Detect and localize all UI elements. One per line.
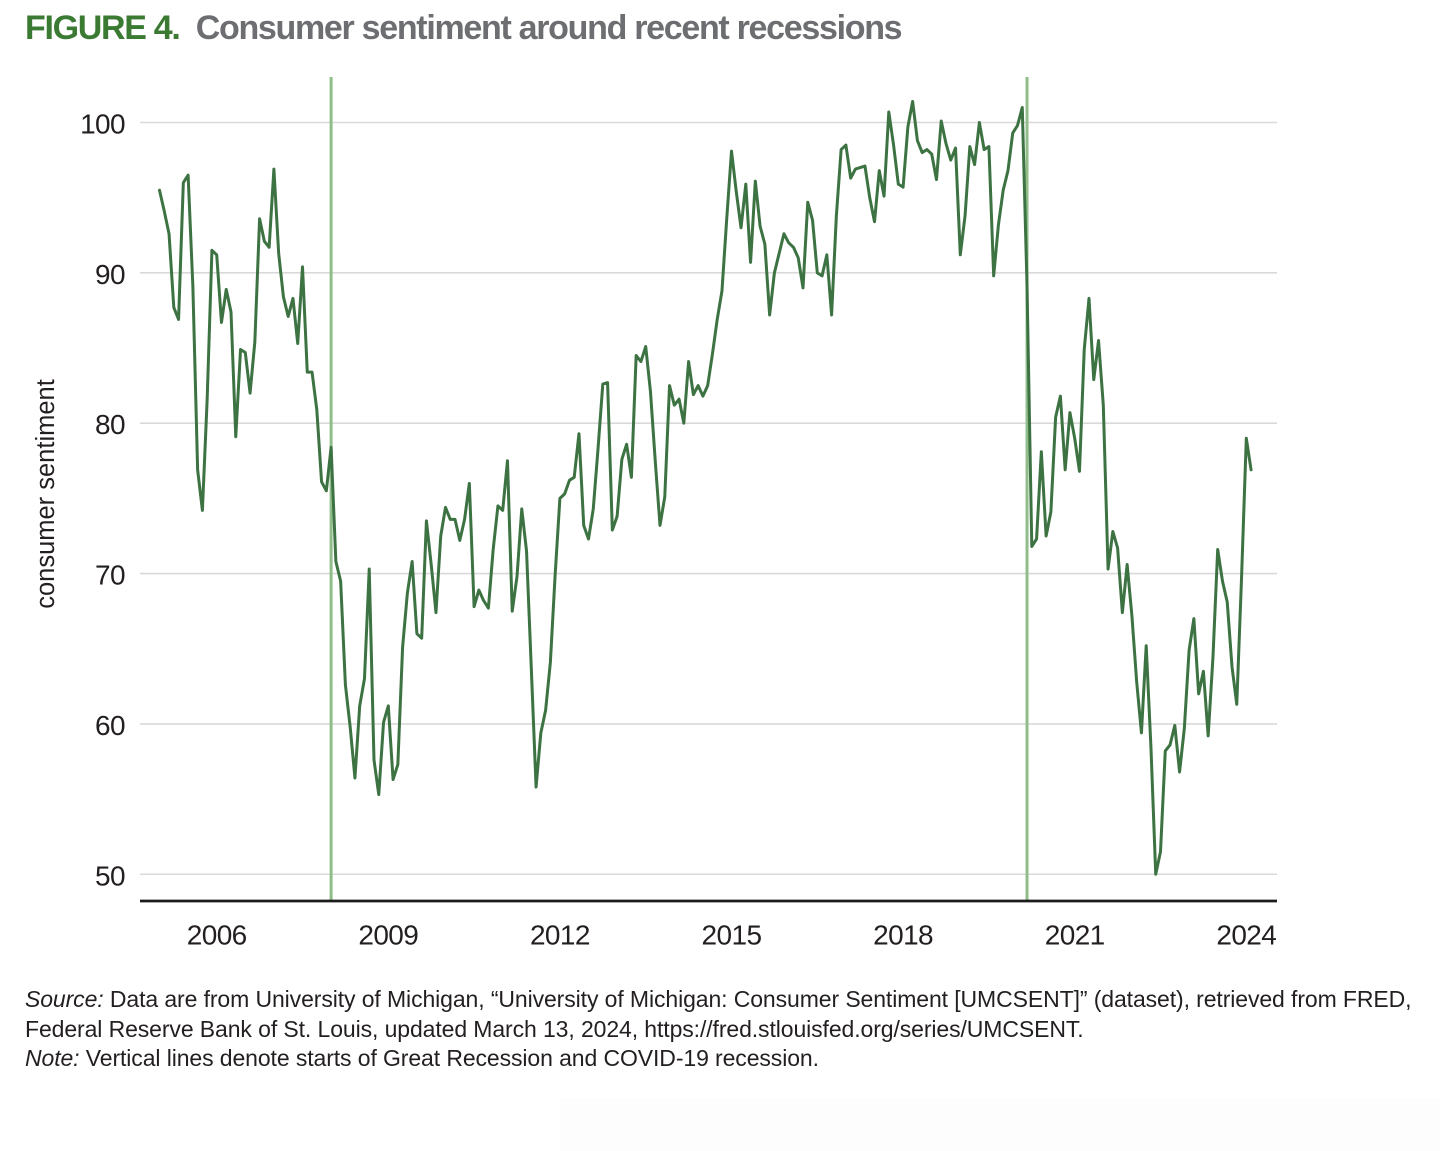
note-label: Note: xyxy=(25,1045,80,1071)
figure-number-label: FIGURE 4. xyxy=(25,9,181,47)
source-text-line2: Federal Reserve Bank of St. Louis, updat… xyxy=(25,1015,1084,1042)
y-tick-70: 70 xyxy=(95,560,125,591)
y-tick-80: 80 xyxy=(95,409,125,440)
source-label: Source: xyxy=(25,986,104,1012)
y-tick-50: 50 xyxy=(95,860,125,891)
y-gridlines xyxy=(140,121,1277,876)
x-tick-2021: 2021 xyxy=(1045,920,1105,951)
x-axis-tick-labels: 2006 2009 2012 2015 2018 2021 2024 xyxy=(187,920,1277,951)
y-tick-100: 100 xyxy=(80,109,125,140)
figure-heading: Consumer sentiment around recent recessi… xyxy=(195,9,903,47)
y-axis-title: consumer sentiment xyxy=(32,379,60,609)
figure-title: FIGURE 4. Consumer sentiment around rece… xyxy=(25,9,903,47)
x-tick-2015: 2015 xyxy=(702,920,762,951)
x-tick-2012: 2012 xyxy=(530,920,590,951)
footer-strip xyxy=(560,1098,1440,1151)
source-note-block: Source: Data are from University of Mich… xyxy=(25,985,1440,1074)
y-tick-60: 60 xyxy=(95,710,125,741)
consumer-sentiment-line xyxy=(158,99,1253,876)
y-axis-tick-labels: 50 60 70 80 90 100 xyxy=(80,109,126,892)
recession-start-lines xyxy=(329,77,1029,900)
source-text-line1: Data are from University of Michigan, “U… xyxy=(109,986,1412,1012)
note-text: Vertical lines denote starts of Great Re… xyxy=(85,1045,819,1071)
note-line: Note: Vertical lines denote starts of Gr… xyxy=(25,1044,1440,1074)
x-tick-2009: 2009 xyxy=(358,920,418,951)
x-tick-2006: 2006 xyxy=(187,920,247,951)
x-tick-2018: 2018 xyxy=(873,920,933,951)
x-tick-2024: 2024 xyxy=(1216,920,1276,951)
y-tick-90: 90 xyxy=(95,259,125,290)
source-line: Source: Data are from University of Mich… xyxy=(25,985,1440,1044)
